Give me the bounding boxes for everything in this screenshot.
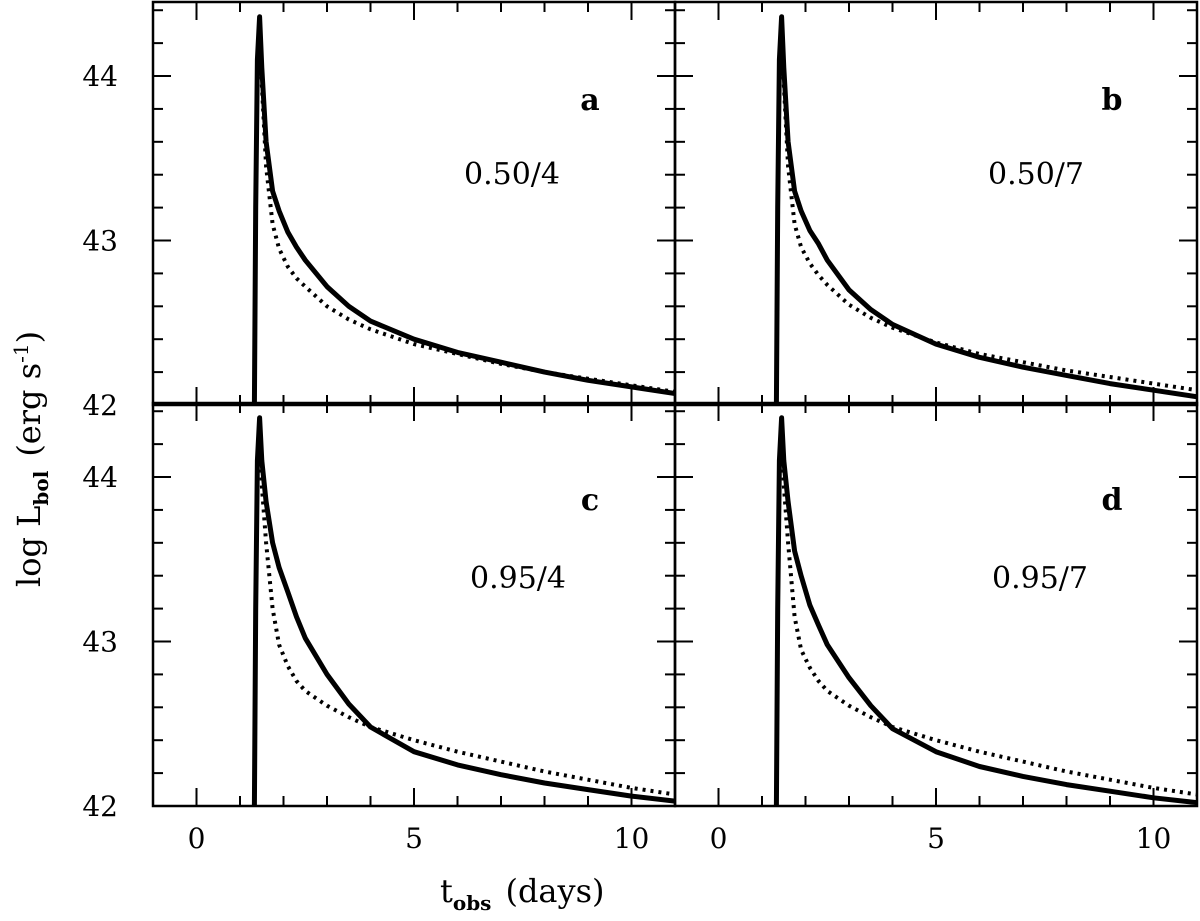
y-axis-title: log Lbol (erg s-1): [9, 331, 53, 587]
panel-letter: b: [1102, 83, 1123, 118]
panel-letter: d: [1102, 483, 1123, 518]
dotted-series-line: [252, 415, 675, 806]
x-axis-label-sub: obs: [453, 891, 492, 915]
panel-curves: [251, 14, 675, 405]
y-tick-label: 43: [82, 626, 118, 659]
y-tick-label: 42: [82, 790, 118, 823]
panel-letter: a: [580, 83, 599, 118]
panel-frame: [673, 401, 1199, 808]
x-tick-label: 10: [614, 822, 650, 855]
x-tick-label: 10: [1136, 822, 1172, 855]
panel-frame: [151, 401, 677, 808]
dotted-series-line: [252, 14, 675, 405]
solid-series-line: [773, 14, 1197, 405]
x-axis-label-main: t: [440, 872, 453, 910]
solid-series-line: [251, 415, 675, 806]
y-axis-label-sup: -1: [9, 343, 33, 362]
panel-curves: [251, 415, 675, 806]
panel-letter: c: [581, 483, 599, 518]
panel-b: b 0.50/7: [673, 0, 1199, 407]
dotted-series-line: [774, 415, 1197, 806]
x-tick-label: 0: [710, 822, 728, 855]
panel-parameter-label: 0.50/4: [464, 157, 560, 192]
y-tick-label: 44: [82, 461, 118, 494]
y-tick-label: 42: [82, 389, 118, 422]
y-tick-label: 43: [82, 225, 118, 258]
panel-parameter-label: 0.95/7: [992, 561, 1088, 596]
panel-c: 42 43 44 0 5 10 c 0.95/4: [82, 401, 677, 855]
x-axis-title: tobs (days): [440, 872, 604, 915]
x-tick-label: 0: [188, 822, 206, 855]
x-tick-label: 5: [927, 822, 945, 855]
y-axis-label-units: (erg s: [10, 363, 48, 457]
panel-curves: [773, 415, 1197, 806]
panel-parameter-label: 0.95/4: [470, 561, 566, 596]
y-axis-label-sub: bol: [29, 470, 53, 505]
panel-parameter-label: 0.50/7: [988, 157, 1084, 192]
x-axis-label: tobs (days): [440, 872, 604, 915]
y-tick-label: 44: [82, 60, 118, 93]
panel-d: 0 5 10 d 0.95/7: [673, 401, 1199, 855]
solid-series-line: [773, 415, 1197, 806]
y-axis-label-main: log L: [10, 506, 48, 587]
y-axis-label: log Lbol (erg s-1): [9, 331, 53, 587]
x-axis-label-units: (days): [505, 872, 604, 910]
solid-series-line: [251, 14, 675, 405]
x-tick-label: 5: [405, 822, 423, 855]
y-axis-label-close: ): [10, 331, 48, 343]
panel-a: 42 43 44 a 0.50/4: [82, 0, 677, 422]
panel-curves: [773, 14, 1197, 405]
dotted-series-line: [774, 14, 1197, 405]
panels-group: 42 43 44 a 0.50/4 b 0.50/7 42 43 44 0 5 10 c 0.95/4 0 5 1…: [82, 0, 1199, 855]
